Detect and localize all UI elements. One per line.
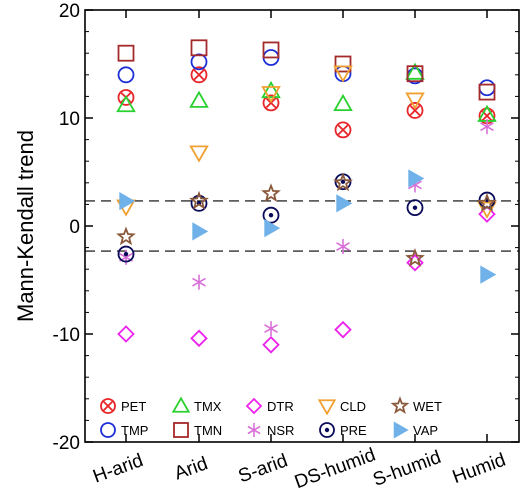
x-tick-label: DS-humid <box>292 445 379 494</box>
y-tick-label: -20 <box>53 433 80 454</box>
point-wet-s-arid <box>261 183 281 202</box>
point-cld-arid <box>189 145 209 163</box>
point-tmp-h-arid <box>117 66 135 84</box>
point-tmn-s-arid <box>262 41 280 59</box>
legend-label: TMX <box>194 399 222 414</box>
point-pet-s-humid <box>406 102 424 119</box>
point-tmx-s-humid <box>405 62 425 80</box>
y-tick-label: 0 <box>69 217 80 238</box>
legend: PET TMP TMX TMN DTR NSR CLD PRE WET VAP <box>100 396 442 439</box>
point-vap-s-humid <box>408 169 425 188</box>
point-tmp-ds-humid <box>334 65 352 83</box>
point-nsr-arid <box>192 274 206 290</box>
point-wet-arid <box>189 190 209 210</box>
point-tmn-humid <box>478 83 496 101</box>
x-tick-label: Humid <box>450 450 509 489</box>
point-tmn-h-arid <box>117 44 135 62</box>
legend-label: NSR <box>267 423 294 438</box>
point-wet-s-humid <box>405 248 425 267</box>
point-cld-s-arid <box>261 86 281 104</box>
legend-marker <box>247 423 261 437</box>
legend-marker <box>317 399 337 416</box>
point-vap-s-arid <box>264 219 281 238</box>
point-pet-ds-humid <box>334 121 352 139</box>
x-tick-label: Arid <box>172 453 211 484</box>
legend-label: TMN <box>194 423 222 438</box>
legend-item-wet: WET <box>390 396 442 414</box>
x-tick-label: S-arid <box>236 450 291 487</box>
legend-label: PET <box>121 399 146 414</box>
point-dtr-s-humid <box>406 253 424 272</box>
point-tmn-ds-humid <box>334 55 352 73</box>
legend-marker <box>100 398 116 414</box>
y-tick-label: 10 <box>59 109 80 130</box>
y-axis-label: Mann-Kendall trend <box>13 130 38 322</box>
legend-marker <box>100 422 116 438</box>
legend-item-pet: PET <box>100 398 146 414</box>
legend-label: CLD <box>340 399 366 414</box>
point-vap-ds-humid <box>336 194 353 213</box>
point-wet-h-arid <box>116 226 136 246</box>
point-tmx-s-arid <box>261 80 281 99</box>
legend-marker <box>173 422 189 438</box>
point-dtr-arid <box>190 329 208 348</box>
point-vap-arid <box>192 222 209 241</box>
point-tmn-arid <box>190 39 208 57</box>
point-tmx-h-arid <box>116 94 136 113</box>
legend-marker <box>390 396 410 414</box>
point-tmp-arid <box>190 53 208 71</box>
legend-item-tmn: TMN <box>173 422 222 438</box>
legend-label: WET <box>413 399 442 414</box>
point-wet-ds-humid <box>333 172 353 192</box>
legend-item-pre: PRE <box>319 422 367 438</box>
legend-item-tmp: TMP <box>100 422 148 438</box>
point-nsr-s-arid <box>264 321 278 337</box>
point-tmx-ds-humid <box>333 93 353 112</box>
reference-lines <box>85 200 519 252</box>
legend-label: TMP <box>121 423 148 438</box>
point-wet-humid <box>477 192 497 212</box>
point-tmn-s-humid <box>406 65 424 83</box>
point-dtr-h-arid <box>117 325 135 343</box>
point-dtr-humid <box>478 205 496 223</box>
legend-item-tmx: TMX <box>171 396 222 414</box>
y-axis: -20 -10 0 10 20 <box>53 1 519 454</box>
legend-label: PRE <box>340 423 367 438</box>
legend-marker <box>171 396 191 413</box>
legend-item-cld: CLD <box>317 399 366 416</box>
legend-item-nsr: NSR <box>247 423 294 438</box>
point-vap-humid <box>480 265 497 284</box>
data-points <box>116 39 497 354</box>
legend-item-dtr: DTR <box>245 397 294 415</box>
legend-marker <box>245 397 263 415</box>
point-cld-s-humid <box>405 92 425 110</box>
plot-frame <box>84 9 520 443</box>
point-pre-h-arid <box>117 245 135 263</box>
point-tmx-arid <box>189 90 209 108</box>
point-tmp-humid <box>478 79 496 97</box>
y-tick-label: 20 <box>59 1 80 22</box>
point-dtr-ds-humid <box>334 320 352 339</box>
x-tick-label: S-humid <box>370 447 444 491</box>
point-pet-arid <box>190 66 208 84</box>
point-dtr-s-arid <box>262 336 280 354</box>
legend-label: VAP <box>413 423 438 438</box>
legend-item-vap: VAP <box>393 421 438 439</box>
legend-marker <box>393 421 409 439</box>
point-pre-s-humid <box>406 199 424 217</box>
point-nsr-humid <box>480 119 494 135</box>
point-vap-h-arid <box>119 192 136 211</box>
legend-marker <box>319 422 335 438</box>
point-pre-s-arid <box>262 206 280 224</box>
x-tick-label: H-arid <box>90 450 146 487</box>
legend-label: DTR <box>267 399 294 414</box>
point-cld-ds-humid <box>333 65 353 83</box>
point-nsr-ds-humid <box>336 239 350 255</box>
y-tick-label: -10 <box>53 325 80 346</box>
